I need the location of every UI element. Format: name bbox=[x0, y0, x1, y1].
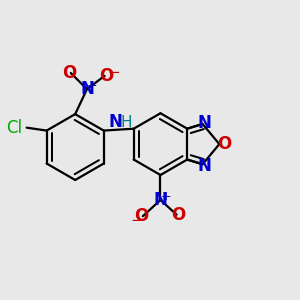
Text: O: O bbox=[171, 206, 185, 224]
Text: Cl: Cl bbox=[6, 118, 22, 136]
Text: −: − bbox=[130, 213, 143, 228]
Text: +: + bbox=[160, 190, 171, 203]
Text: N: N bbox=[80, 80, 94, 98]
Text: O: O bbox=[99, 67, 113, 85]
Text: +: + bbox=[87, 79, 98, 92]
Text: N: N bbox=[197, 113, 211, 131]
Text: O: O bbox=[217, 135, 231, 153]
Text: N: N bbox=[197, 157, 211, 175]
Text: O: O bbox=[134, 207, 148, 225]
Text: −: − bbox=[107, 65, 120, 80]
Text: O: O bbox=[62, 64, 76, 82]
Text: N: N bbox=[154, 191, 167, 209]
Text: N: N bbox=[109, 113, 123, 131]
Text: H: H bbox=[120, 115, 132, 130]
